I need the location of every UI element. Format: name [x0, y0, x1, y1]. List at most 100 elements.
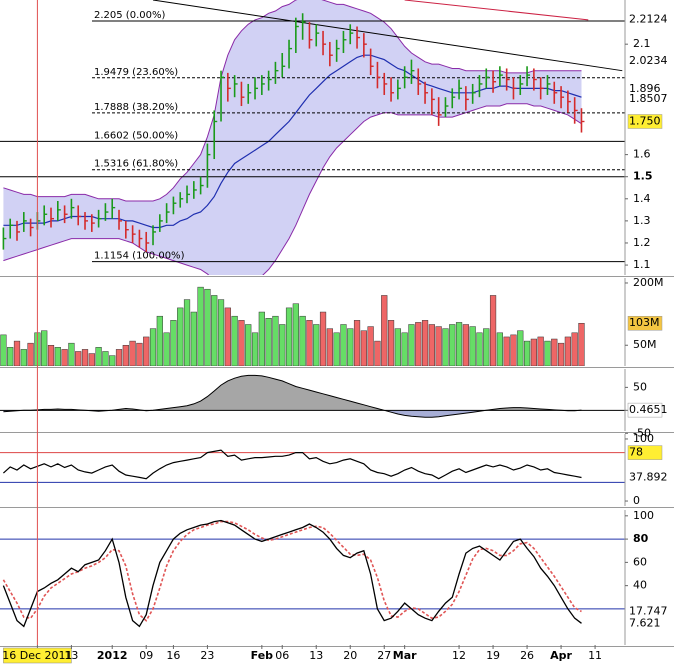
volume-bar [415, 322, 422, 366]
x-tick-label: Mar [393, 649, 417, 662]
volume-bar [313, 324, 320, 366]
y-tick-label: 1.1 [633, 258, 651, 271]
volume-bar [578, 322, 585, 366]
volume-bar [231, 315, 238, 366]
y-tick-label: 0 [633, 494, 640, 507]
volume-bar [469, 326, 476, 366]
volume-bar [374, 340, 381, 366]
value-box [627, 445, 663, 460]
volume-bar [61, 349, 68, 366]
volume-bar [462, 324, 469, 366]
value-label: 2.2124 [629, 12, 668, 25]
volume-bar [109, 355, 116, 366]
y-tick-label: 100 [633, 432, 654, 445]
volume-bar [265, 318, 272, 366]
x-tick-label: 2012 [97, 649, 128, 662]
fib-label: 1.5316 (61.80%) [94, 159, 178, 170]
volume-bar [455, 322, 463, 366]
x-tick-label: 09 [139, 649, 153, 662]
panel [0, 374, 625, 418]
x-tick-label: 06 [275, 649, 289, 662]
volume-bar [258, 311, 265, 366]
bollinger-band [3, 0, 582, 275]
volume-bar [190, 311, 197, 366]
y-tick-label: 1.4 [633, 192, 651, 205]
volume-bar [387, 320, 395, 366]
volume-bar [428, 324, 435, 366]
volume-bar [156, 315, 163, 366]
panel [0, 286, 585, 366]
area-positive [23, 375, 582, 411]
volume-bar [510, 334, 517, 366]
volume-bar [115, 349, 123, 366]
volume-bar [285, 307, 293, 366]
volume-bar [217, 299, 225, 366]
volume-bar [211, 295, 218, 366]
x-tick-label: 16 Dec 2011 [2, 649, 72, 662]
volume-bar [557, 342, 565, 366]
y-tick-label: 50M [633, 338, 657, 351]
volume-bar [0, 334, 7, 366]
y-tick-label: 60 [633, 555, 647, 568]
x-tick-label: 20 [343, 649, 357, 662]
x-tick-label: 16 [166, 649, 180, 662]
value-label: 7.621 [629, 616, 661, 629]
value-label: 1.750 [629, 114, 661, 127]
fib-label: 2.205 (0.00%) [94, 10, 165, 21]
value-label: 0.4651 [629, 403, 668, 416]
volume-bar [319, 311, 327, 366]
volume-bar [517, 330, 524, 366]
volume-bar [360, 330, 367, 366]
x-tick-label: 27 [377, 649, 391, 662]
volume-bar [41, 330, 48, 366]
value-label: 17.747 [629, 605, 668, 618]
area-negative [3, 410, 582, 418]
volume-bar [496, 332, 503, 366]
volume-bar [81, 349, 89, 366]
volume-bar [54, 347, 61, 366]
volume-bar [571, 332, 578, 366]
volume-bar [299, 315, 306, 366]
volume-bar [530, 338, 537, 366]
volume-bar [340, 324, 347, 366]
value-label: 103M [629, 316, 660, 329]
volume-bar [279, 324, 286, 366]
value-label: 78 [629, 446, 643, 459]
fib-label: 1.9479 (23.60%) [94, 67, 178, 78]
volume-bar [245, 324, 252, 366]
volume-bar [272, 315, 279, 366]
volume-bar [435, 326, 442, 366]
y-tick-label: 2.1 [633, 37, 651, 50]
y-tick-label: 1.2 [633, 236, 651, 249]
volume-bar [68, 342, 75, 366]
volume-bar [136, 342, 143, 366]
panel [0, 519, 625, 628]
volume-bar [394, 328, 401, 366]
panel: 2.205 (0.00%) 1.9479 (23.60%) 1.7888 (38.2… [0, 0, 625, 275]
volume-bar [204, 288, 211, 366]
fib-label: 1.7888 (38.20%) [94, 102, 178, 113]
volume-bar [7, 347, 14, 366]
trendline [404, 0, 589, 21]
volume-bar [47, 344, 55, 366]
volume-bar [197, 286, 204, 366]
x-tick-label: 26 [520, 649, 534, 662]
series-line [2, 520, 582, 622]
volume-bar [353, 320, 361, 366]
value-label: 2.0234 [629, 54, 668, 67]
volume-bar [149, 328, 157, 366]
y-tick-label: 1.6 [633, 148, 651, 161]
y-tick-label: 1.5 [633, 170, 653, 183]
volume-bar [442, 328, 449, 366]
volume-bar [27, 342, 34, 366]
volume-bar [163, 332, 170, 366]
value-box [627, 315, 663, 331]
volume-bar [102, 351, 109, 366]
y-tick-label: -50 [633, 426, 651, 439]
volume-bar [224, 307, 231, 366]
value-box [627, 402, 663, 418]
volume-bar [449, 324, 456, 366]
volume-bar [503, 336, 510, 366]
volume-bar [483, 328, 490, 366]
